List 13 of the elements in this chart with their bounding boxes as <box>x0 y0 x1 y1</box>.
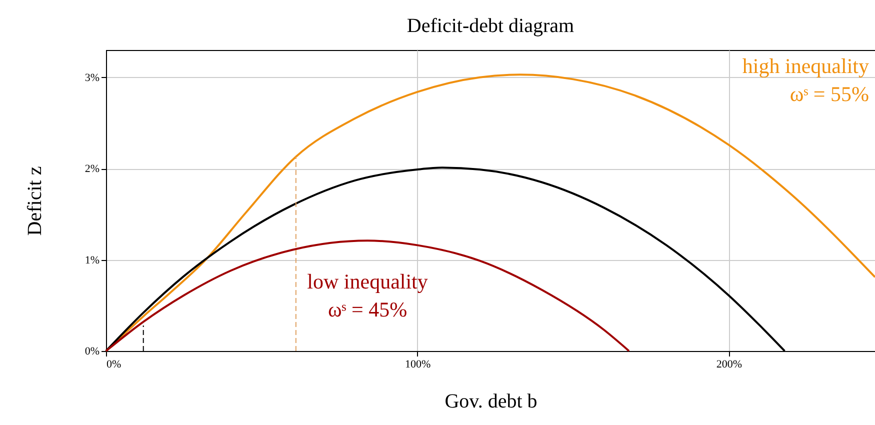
series-label: low inequality ωˢ = 45% <box>307 270 428 322</box>
y-tick-label: 0% <box>84 346 100 358</box>
series-label: high inequality ωˢ = 55% <box>742 54 870 106</box>
x-axis-title: Gov. debt b <box>444 390 538 412</box>
line-series <box>105 240 630 352</box>
x-tick-label: 0% <box>106 358 122 370</box>
y-tick-label: 2% <box>84 163 100 176</box>
x-tick-label: 200% <box>716 358 742 370</box>
y-tick-label: 1% <box>84 254 100 266</box>
x-tick-label: 100% <box>405 358 431 370</box>
y-tick-label: 3% <box>84 72 100 84</box>
y-axis-title: Deficit z <box>24 166 46 236</box>
chart-title: Deficit-debt diagram <box>406 15 575 37</box>
